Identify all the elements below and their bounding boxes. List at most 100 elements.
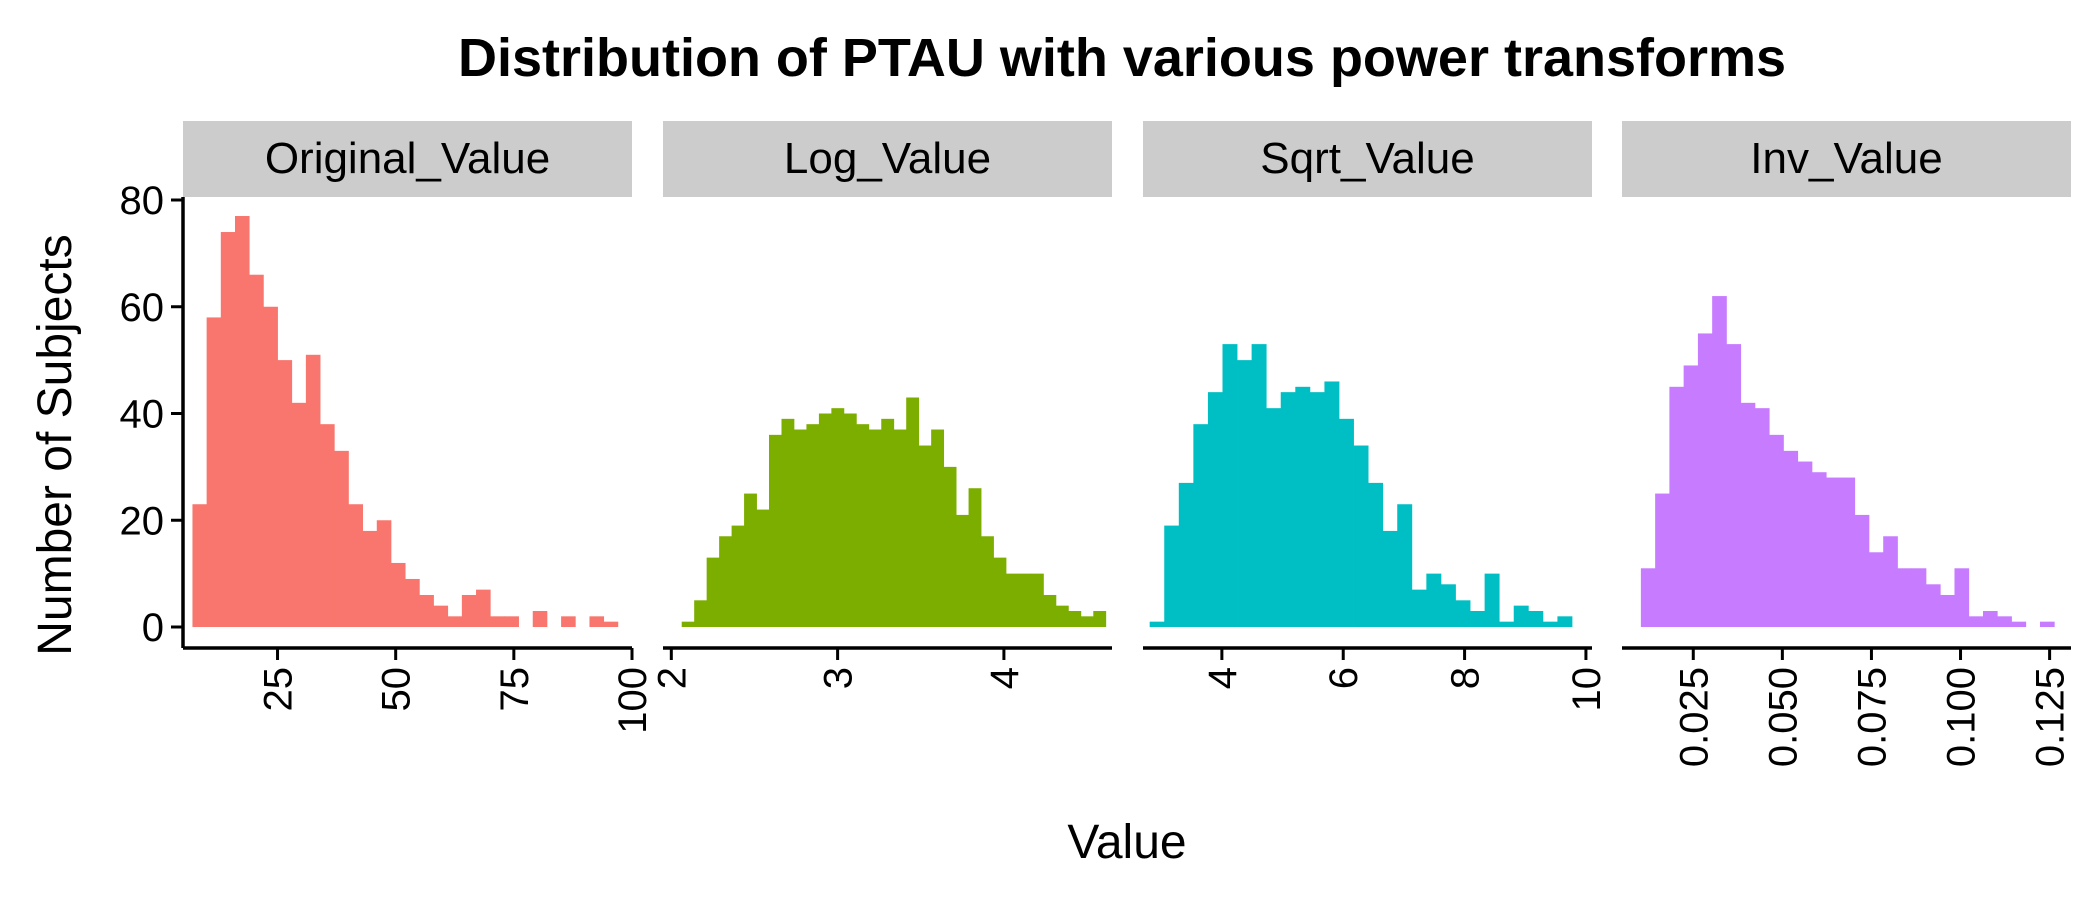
histogram-bar xyxy=(1897,568,1913,627)
histogram-bar xyxy=(561,616,576,627)
histogram-bar xyxy=(1280,392,1296,627)
histogram-bar xyxy=(1207,392,1223,627)
y-tick-label: 80 xyxy=(120,179,165,223)
histogram-bar xyxy=(376,520,392,627)
x-tick-label: 10 xyxy=(1565,667,1609,712)
histogram-bar xyxy=(1222,344,1238,627)
y-tick-label: 0 xyxy=(142,606,164,650)
x-tick-label: 0.125 xyxy=(2029,667,2073,767)
histogram-bar xyxy=(931,429,945,627)
facet-strip xyxy=(1622,121,2071,197)
histogram-bar xyxy=(1925,584,1941,627)
y-axis: 0 20 40 60 80 xyxy=(120,179,185,650)
histogram-bar xyxy=(1193,424,1209,627)
y-axis-title: Number of Subjects xyxy=(29,234,82,656)
histogram-bar xyxy=(806,424,820,627)
histogram-bar xyxy=(1557,616,1573,627)
histogram-bar xyxy=(1397,504,1413,627)
histogram-bar xyxy=(1811,472,1827,627)
x-tick-label: 0.100 xyxy=(1940,667,1984,767)
histogram-bar xyxy=(476,589,491,627)
histogram-bar xyxy=(220,232,236,627)
histogram-bar xyxy=(2039,621,2055,627)
histogram-bar xyxy=(234,216,250,627)
histogram-bar xyxy=(918,445,932,627)
histogram-bar xyxy=(1826,477,1841,627)
x-tick-label: 3 xyxy=(817,667,861,689)
histogram-bar xyxy=(1093,610,1107,627)
histogram-bar xyxy=(1178,482,1194,627)
histogram-bar xyxy=(1797,461,1813,627)
histogram-bar xyxy=(1883,536,1898,627)
histogram-bar xyxy=(1426,573,1442,627)
histogram-bar xyxy=(968,488,982,627)
histogram-bar xyxy=(2011,621,2027,627)
histogram-bar xyxy=(263,306,278,627)
y-tick-label: 60 xyxy=(120,286,165,330)
histogram-bar xyxy=(1080,616,1094,627)
histogram-bar xyxy=(1940,594,1955,627)
histogram-bar xyxy=(1251,344,1267,627)
histogram-bar xyxy=(769,434,782,627)
histogram-bar xyxy=(461,594,477,627)
histogram-bar xyxy=(1697,333,1713,627)
facet-strip xyxy=(183,121,632,197)
histogram-bar xyxy=(405,578,420,627)
histogram-bar xyxy=(362,530,378,627)
histogram-bar xyxy=(1499,621,1515,627)
histogram-bar xyxy=(843,413,857,627)
histogram-bar xyxy=(694,600,708,627)
x-axis-title: Value xyxy=(1067,816,1186,869)
facet-strip xyxy=(663,121,1112,197)
histogram-bar xyxy=(868,429,882,627)
histogram-bar xyxy=(1411,589,1427,627)
histogram-bar xyxy=(1754,408,1770,627)
histogram-bar xyxy=(1149,621,1165,627)
histogram-bar xyxy=(1954,568,1970,627)
x-tick-label: 4 xyxy=(983,667,1027,689)
histogram-bar xyxy=(1470,610,1486,627)
histogram-bar xyxy=(1164,525,1180,627)
panel-inv-value: Inv_Value 0.025 0.050 0.075 0.100 0.125 xyxy=(1622,121,2073,767)
histogram-bar xyxy=(277,360,293,627)
panel-original-value: Original_Value 25 50 75 100 xyxy=(183,121,655,734)
histogram-bar xyxy=(1683,365,1699,627)
histogram-bar xyxy=(681,621,695,627)
histogram-bar xyxy=(706,557,720,627)
histogram-bar xyxy=(981,536,994,627)
histogram-bar xyxy=(433,605,449,627)
histogram-bar xyxy=(744,493,757,627)
x-tick-label: 8 xyxy=(1444,667,1488,689)
histogram-bar xyxy=(1030,573,1044,627)
facet-strip-label: Log_Value xyxy=(784,134,991,183)
histogram-bar xyxy=(1068,610,1082,627)
histogram-bar xyxy=(1440,584,1456,627)
histogram-bar xyxy=(1324,381,1340,627)
x-tick-label: 75 xyxy=(493,667,537,712)
facet-strip-label: Sqrt_Value xyxy=(1260,134,1474,183)
histogram-bar xyxy=(1018,573,1032,627)
histogram-bar xyxy=(1769,434,1784,627)
x-tick-label: 2 xyxy=(650,667,694,689)
histogram-bar xyxy=(291,402,307,627)
histogram-bar xyxy=(1854,514,1870,627)
histogram-bar xyxy=(1640,568,1656,627)
histogram-bar xyxy=(856,424,870,627)
histogram-bar xyxy=(419,594,434,627)
histogram-bar xyxy=(334,450,349,627)
x-tick-label: 0.025 xyxy=(1672,667,1716,767)
histogram-bar xyxy=(943,466,957,627)
x-tick-label: 0.075 xyxy=(1850,667,1894,767)
histogram-bar xyxy=(1353,445,1369,627)
histogram-bar xyxy=(1055,605,1069,627)
histogram-bar xyxy=(532,610,548,627)
histogram-bar xyxy=(1911,568,1927,627)
histogram-bar xyxy=(1712,296,1727,627)
histogram-bar xyxy=(1005,573,1019,627)
histogram-bar xyxy=(1528,610,1544,627)
y-tick-label: 20 xyxy=(120,499,165,543)
histogram-bar xyxy=(390,562,406,627)
histogram-bar xyxy=(1043,594,1057,627)
histogram-bar xyxy=(893,429,907,627)
